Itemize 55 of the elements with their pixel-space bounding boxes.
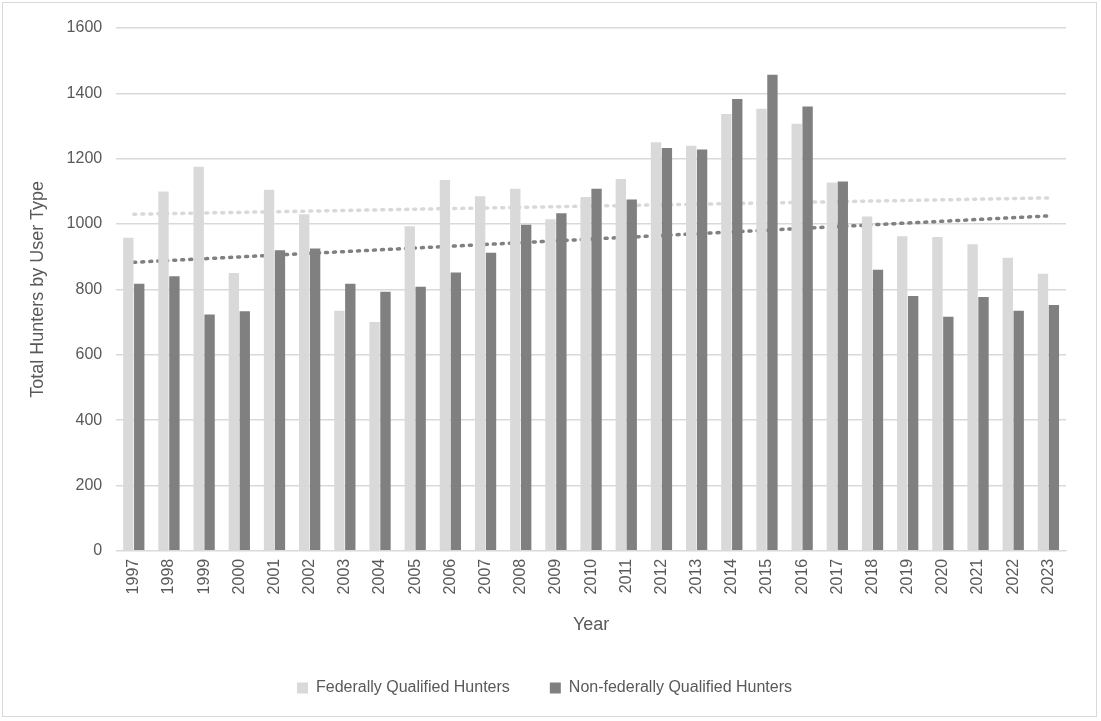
bar bbox=[169, 276, 180, 551]
x-tick-label: 2017 bbox=[827, 558, 845, 595]
x-tick-label: 2018 bbox=[862, 558, 880, 595]
x-tick-label: 2007 bbox=[475, 558, 493, 595]
bar bbox=[872, 269, 884, 551]
x-tick-label: 2020 bbox=[933, 558, 951, 595]
bar bbox=[485, 252, 497, 551]
y-axis-title: Total Hunters by User Type bbox=[26, 181, 47, 398]
x-tick-label: 2016 bbox=[792, 558, 810, 595]
bar bbox=[380, 291, 391, 551]
bar bbox=[415, 286, 426, 551]
x-tick-label: 2003 bbox=[335, 558, 353, 595]
y-tick-label: 200 bbox=[75, 475, 103, 493]
bar bbox=[345, 283, 356, 551]
x-tick-label: 2000 bbox=[229, 558, 247, 595]
x-tick-label: 2010 bbox=[581, 558, 599, 595]
legend-label: Federally Qualified Hunters bbox=[315, 678, 510, 696]
x-tick-label: 2023 bbox=[1038, 558, 1056, 595]
y-tick-label: 800 bbox=[75, 279, 103, 297]
bar bbox=[978, 296, 989, 551]
x-tick-label: 2005 bbox=[405, 558, 423, 595]
y-tick-label: 1600 bbox=[66, 18, 103, 36]
x-tick-label: 2001 bbox=[264, 558, 282, 595]
x-tick-label: 2022 bbox=[1003, 558, 1021, 595]
x-tick-label: 2004 bbox=[370, 558, 388, 595]
bar bbox=[1048, 305, 1060, 551]
bar bbox=[134, 283, 145, 551]
y-tick-label: 0 bbox=[93, 541, 103, 559]
y-tick-label: 1400 bbox=[66, 83, 103, 101]
bar bbox=[943, 316, 954, 551]
x-tick-label: 2006 bbox=[440, 558, 458, 595]
x-tick-label: 1998 bbox=[159, 558, 177, 595]
x-tick-label: 1997 bbox=[124, 558, 142, 595]
x-tick-label: 2011 bbox=[616, 558, 634, 594]
x-tick-label: 2012 bbox=[651, 558, 669, 595]
x-tick-label: 2021 bbox=[968, 558, 986, 595]
x-axis-title: Year bbox=[572, 614, 610, 635]
y-tick-label: 400 bbox=[75, 410, 103, 428]
legend-label: Non-federally Qualified Hunters bbox=[568, 678, 793, 696]
x-tick-label: 2008 bbox=[511, 558, 529, 595]
x-tick-label: 2002 bbox=[300, 558, 318, 595]
x-tick-label: 2009 bbox=[546, 558, 564, 595]
bar bbox=[204, 314, 215, 551]
x-tick-label: 2015 bbox=[757, 558, 775, 595]
x-tick-label: 2019 bbox=[898, 558, 916, 595]
bar bbox=[907, 295, 919, 551]
bar bbox=[239, 311, 250, 551]
x-tick-label: 2014 bbox=[722, 558, 740, 595]
x-tick-label: 2013 bbox=[687, 558, 705, 595]
y-tick-label: 1000 bbox=[66, 214, 103, 232]
y-tick-label: 1200 bbox=[66, 149, 103, 167]
y-tick-label: 600 bbox=[75, 345, 103, 363]
x-tick-label: 1999 bbox=[194, 558, 212, 595]
bar bbox=[450, 272, 462, 551]
bar bbox=[1013, 310, 1024, 551]
